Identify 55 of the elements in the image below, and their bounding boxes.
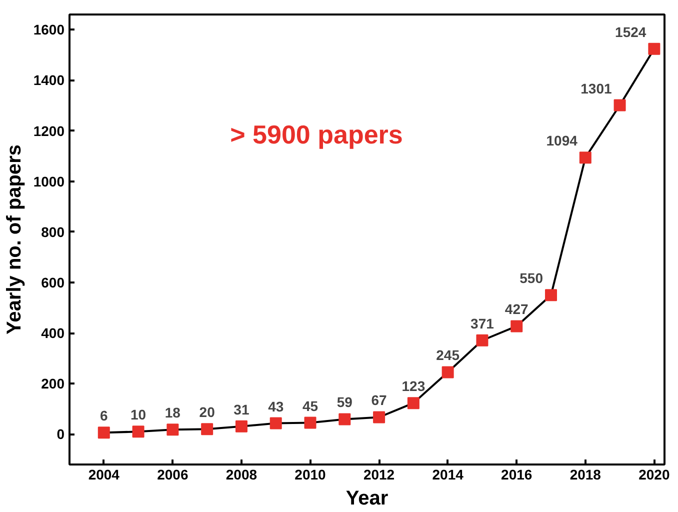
y-tick-label: 1200 [33,122,65,139]
point [270,417,282,430]
y-tick-label: 1400 [33,72,65,88]
y-tick-label: 1600 [33,22,65,38]
data-label: 31 [234,401,250,418]
y-tick-label: 600 [41,274,65,290]
x-tick-label: 2020 [638,466,670,482]
annotation: > 5900 papers [230,120,403,150]
point [235,420,248,432]
point [407,397,420,410]
y-tick-label: 400 [41,325,65,342]
point [166,424,179,436]
point [545,289,558,302]
point [442,366,454,378]
y-tick-label: 800 [41,224,65,240]
point [304,416,316,429]
data-label: 427 [504,301,529,318]
x-tick-label: 2006 [157,466,188,482]
data-label: 45 [302,398,318,414]
y-tick-label: 0 [56,426,65,442]
y-tick-label: 200 [41,376,65,392]
point [98,426,110,439]
data-label: 20 [199,404,216,420]
x-tick-label: 2004 [88,466,120,482]
point [614,99,626,112]
point [510,320,523,332]
data-label: 371 [470,315,494,332]
x-tick-label: 2010 [294,466,326,482]
y-tick-label: 1000 [33,173,65,190]
x-tick-label: 2018 [570,466,602,482]
data-label: 123 [402,378,426,394]
data-label: 550 [520,270,544,286]
point [579,152,592,164]
data-label: 43 [268,398,284,414]
point [648,42,660,55]
x-tick-label: 2008 [226,466,258,482]
point [201,423,214,436]
x-tick-label: 2012 [363,466,395,482]
point [373,411,386,424]
data-label: 1094 [546,132,578,149]
data-label: 59 [336,394,353,410]
x-tick-label: 2014 [432,466,464,482]
x-axis-title: Year [346,488,388,510]
x-tick-label: 2016 [501,466,532,482]
data-label: 1301 [580,80,612,96]
point [132,426,144,438]
data-label: 67 [371,392,388,408]
data-label: 6 [100,408,108,424]
data-label: 18 [164,404,181,421]
data-label: 10 [130,406,146,423]
data-label: 245 [436,347,460,364]
y-axis-title: Yearly no. of papers [3,144,26,335]
data-label: 1524 [615,24,646,40]
point [338,413,351,426]
point [476,334,488,346]
